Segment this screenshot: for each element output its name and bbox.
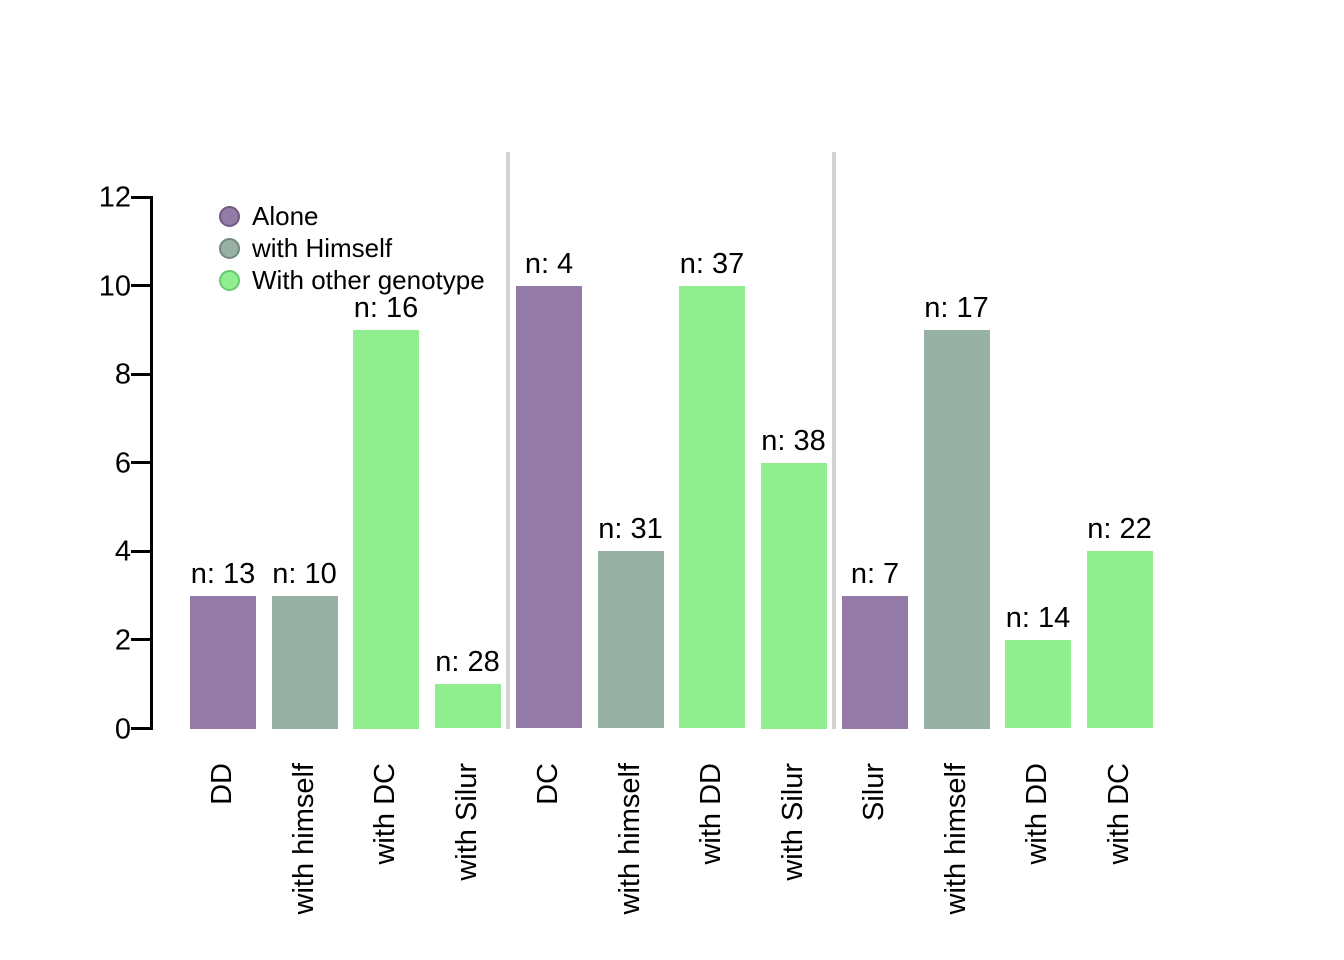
x-category-label: with himself: [939, 763, 972, 915]
y-tick-label: 10: [98, 270, 131, 303]
x-category-label: with himself: [287, 763, 320, 915]
y-tick: [131, 372, 151, 376]
y-tick-label: 0: [114, 713, 131, 745]
legend-item-label: with Himself: [252, 233, 393, 263]
x-category-label: Silur: [858, 763, 890, 822]
group-separator: [506, 152, 511, 729]
x-category-label: with DC: [1102, 763, 1135, 865]
x-category-label: with DD: [695, 763, 727, 865]
legend-item: Alone: [219, 200, 485, 232]
x-category-label: with Silur: [776, 763, 809, 881]
bar: [1086, 551, 1153, 729]
bar: [679, 285, 745, 729]
y-tick-label: 6: [114, 447, 131, 480]
bar: [597, 551, 664, 729]
y-tick: [131, 284, 151, 288]
bar: [434, 684, 501, 729]
x-category-label: DD: [206, 763, 238, 805]
y-tick-label: 8: [114, 358, 131, 391]
bar-value-label: n: 7: [850, 557, 900, 590]
bar-value-label: n: 22: [1087, 513, 1152, 546]
bar: [842, 595, 908, 729]
y-tick: [131, 461, 151, 465]
bar: [271, 595, 338, 729]
legend-swatch-icon: [219, 269, 240, 291]
bar-value-label: n: 38: [761, 424, 826, 457]
bar-value-label: n: 17: [924, 291, 989, 324]
legend-item: With other genotype: [219, 264, 485, 296]
legend-item-label: Alone: [252, 201, 319, 231]
bar-value-label: n: 10: [272, 557, 337, 590]
y-axis-line: [150, 195, 153, 730]
bar-value-label: n: 14: [1005, 601, 1071, 634]
y-tick: [131, 638, 151, 642]
bar: [190, 595, 256, 729]
bar: [760, 462, 827, 729]
x-category-label: with Silur: [450, 763, 483, 881]
y-tick: [131, 727, 151, 730]
legend-swatch-icon: [219, 205, 240, 227]
y-tick-label: 4: [114, 535, 131, 568]
bar: [516, 285, 582, 729]
bar-value-label: n: 37: [679, 247, 745, 280]
bar: [353, 329, 419, 729]
bar-value-label: n: 28: [435, 646, 500, 679]
x-category-label: with DD: [1021, 763, 1053, 865]
bar-value-label: n: 31: [598, 513, 663, 546]
y-tick: [131, 195, 151, 199]
x-category-label: with DC: [369, 763, 401, 865]
legend-item: with Himself: [219, 232, 485, 264]
y-tick: [131, 549, 151, 553]
group-separator: [832, 152, 837, 729]
y-tick-label: 2: [114, 624, 131, 657]
y-tick-label: 12: [98, 181, 131, 214]
x-category-label: with himself: [613, 763, 646, 915]
bar: [923, 329, 990, 729]
bar-value-label: n: 13: [190, 557, 256, 590]
x-category-label: DC: [532, 763, 564, 805]
bar: [1005, 639, 1071, 729]
legend: Alone with Himself With other genotype: [219, 200, 485, 296]
bar-value-label: n: 4: [524, 247, 574, 280]
bar-value-label: n: 16: [353, 291, 419, 324]
legend-item-label: With other genotype: [252, 265, 485, 295]
legend-swatch-icon: [219, 237, 240, 259]
